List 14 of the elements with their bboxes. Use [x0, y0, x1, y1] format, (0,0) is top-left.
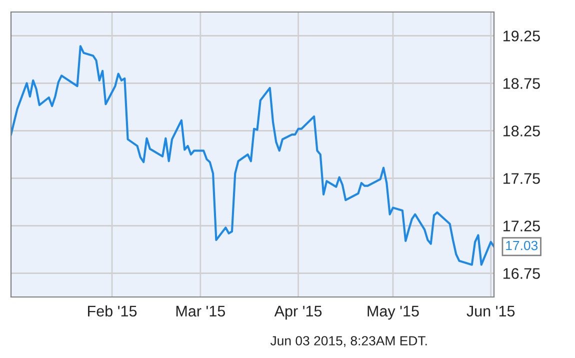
- x-tick-label: Apr '15: [274, 306, 322, 320]
- y-tick-label: 18.25: [504, 126, 540, 136]
- y-tick-label: 18.75: [504, 78, 540, 89]
- x-tick-label: Mar '15: [176, 306, 226, 317]
- x-tick-label: May '15: [368, 306, 419, 320]
- x-tick-label: Jun '15: [466, 306, 515, 317]
- y-tick-label: 16.75: [504, 268, 540, 279]
- y-tick-label: 17.75: [504, 173, 540, 184]
- x-tick-label: Feb '15: [88, 305, 137, 317]
- text: Jun 03 2015, 8:23AM EDT.: [270, 336, 427, 347]
- y-tick-label: 19.25: [504, 30, 540, 42]
- y-tick-label: 17.25: [504, 220, 540, 232]
- line-series: [11, 45, 494, 266]
- annotation: 17.03: [506, 240, 538, 250]
